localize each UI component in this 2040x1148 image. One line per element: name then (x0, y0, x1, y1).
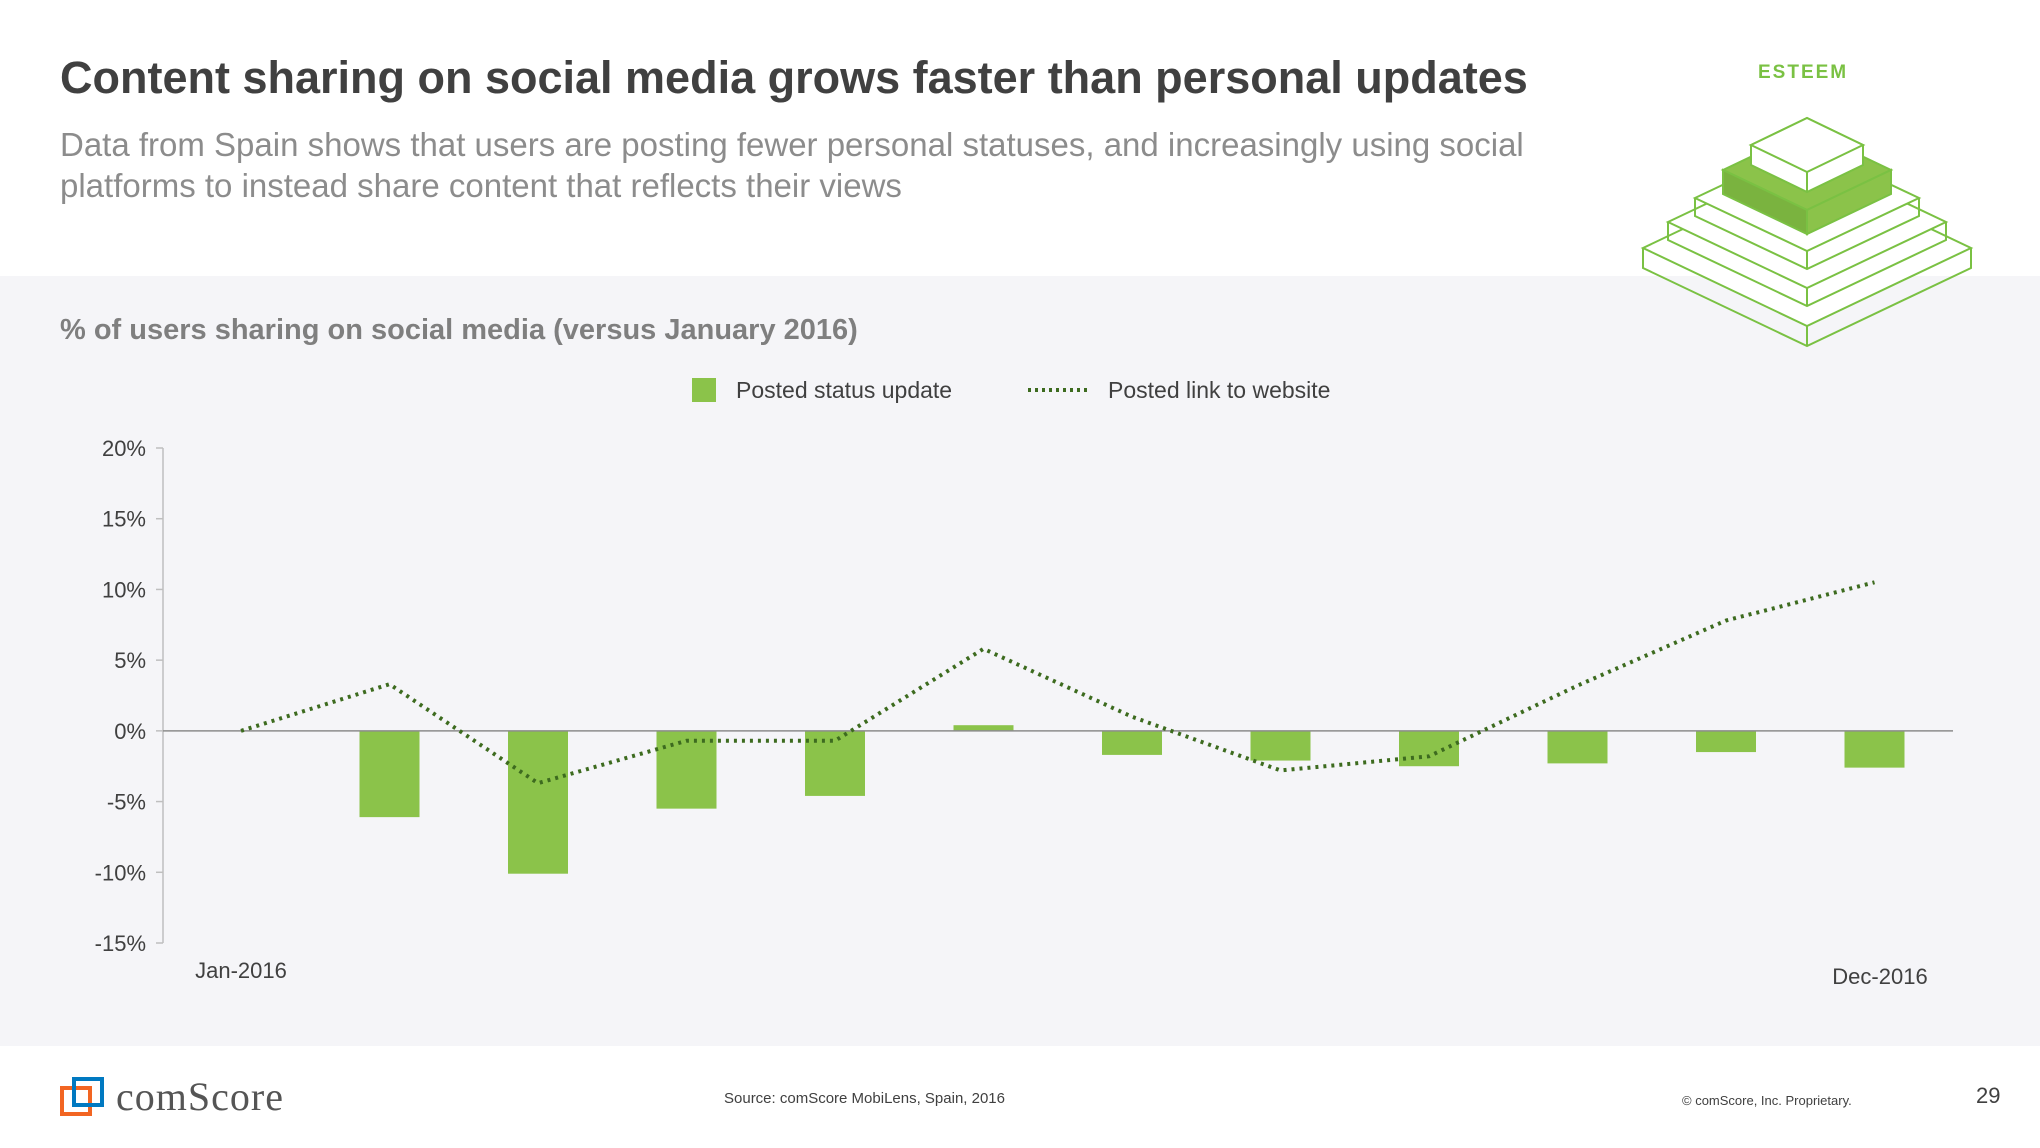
bar (359, 730, 420, 818)
bar (953, 725, 1014, 731)
logo-icon (60, 1076, 104, 1116)
series-line (240, 580, 1875, 786)
bar (1399, 730, 1459, 767)
bar (1696, 730, 1756, 753)
copyright: © comScore, Inc. Proprietary. (1682, 1093, 1852, 1108)
legend-swatch-bar (692, 378, 716, 402)
y-tick-label: 10% (102, 577, 146, 602)
x-tick-label: Dec-2016 (1832, 964, 1927, 989)
y-tick-label: 0% (114, 719, 146, 744)
pyramid-icon (1640, 116, 1974, 348)
bar (1844, 730, 1905, 768)
chart-title: % of users sharing on social media (vers… (60, 314, 858, 346)
y-tick-label: 15% (102, 507, 146, 532)
y-tick-label: -10% (95, 860, 146, 885)
bar (508, 730, 568, 874)
legend-item-status-update: Posted status update (692, 374, 952, 406)
x-tick-label: Jan-2016 (195, 958, 287, 983)
legend-label: Posted status update (736, 376, 953, 403)
chart-background (0, 276, 2040, 1046)
bar (1102, 730, 1162, 755)
legend-label: Posted link to website (1108, 376, 1331, 403)
y-tick-label: -5% (107, 790, 146, 815)
esteem-badge: ESTEEM (1758, 62, 1849, 83)
logo-text: comScore (116, 1074, 284, 1119)
comscore-logo: comScore (60, 1073, 284, 1120)
y-tick-label: 20% (102, 436, 146, 461)
page-title: Content sharing on social media grows fa… (60, 52, 1528, 103)
bar (656, 730, 717, 809)
page-number: 29 (1976, 1083, 2001, 1108)
bar (1547, 730, 1608, 764)
legend-item-link: Posted link to website (1028, 374, 1330, 406)
y-tick-label: 5% (114, 648, 146, 673)
page-subtitle: Data from Spain shows that users are pos… (60, 126, 1524, 204)
y-tick-label: -15% (95, 931, 146, 956)
bar (1250, 730, 1311, 761)
legend-swatch-line (1028, 388, 1088, 392)
source-note: Source: comScore MobiLens, Spain, 2016 (724, 1090, 1005, 1107)
